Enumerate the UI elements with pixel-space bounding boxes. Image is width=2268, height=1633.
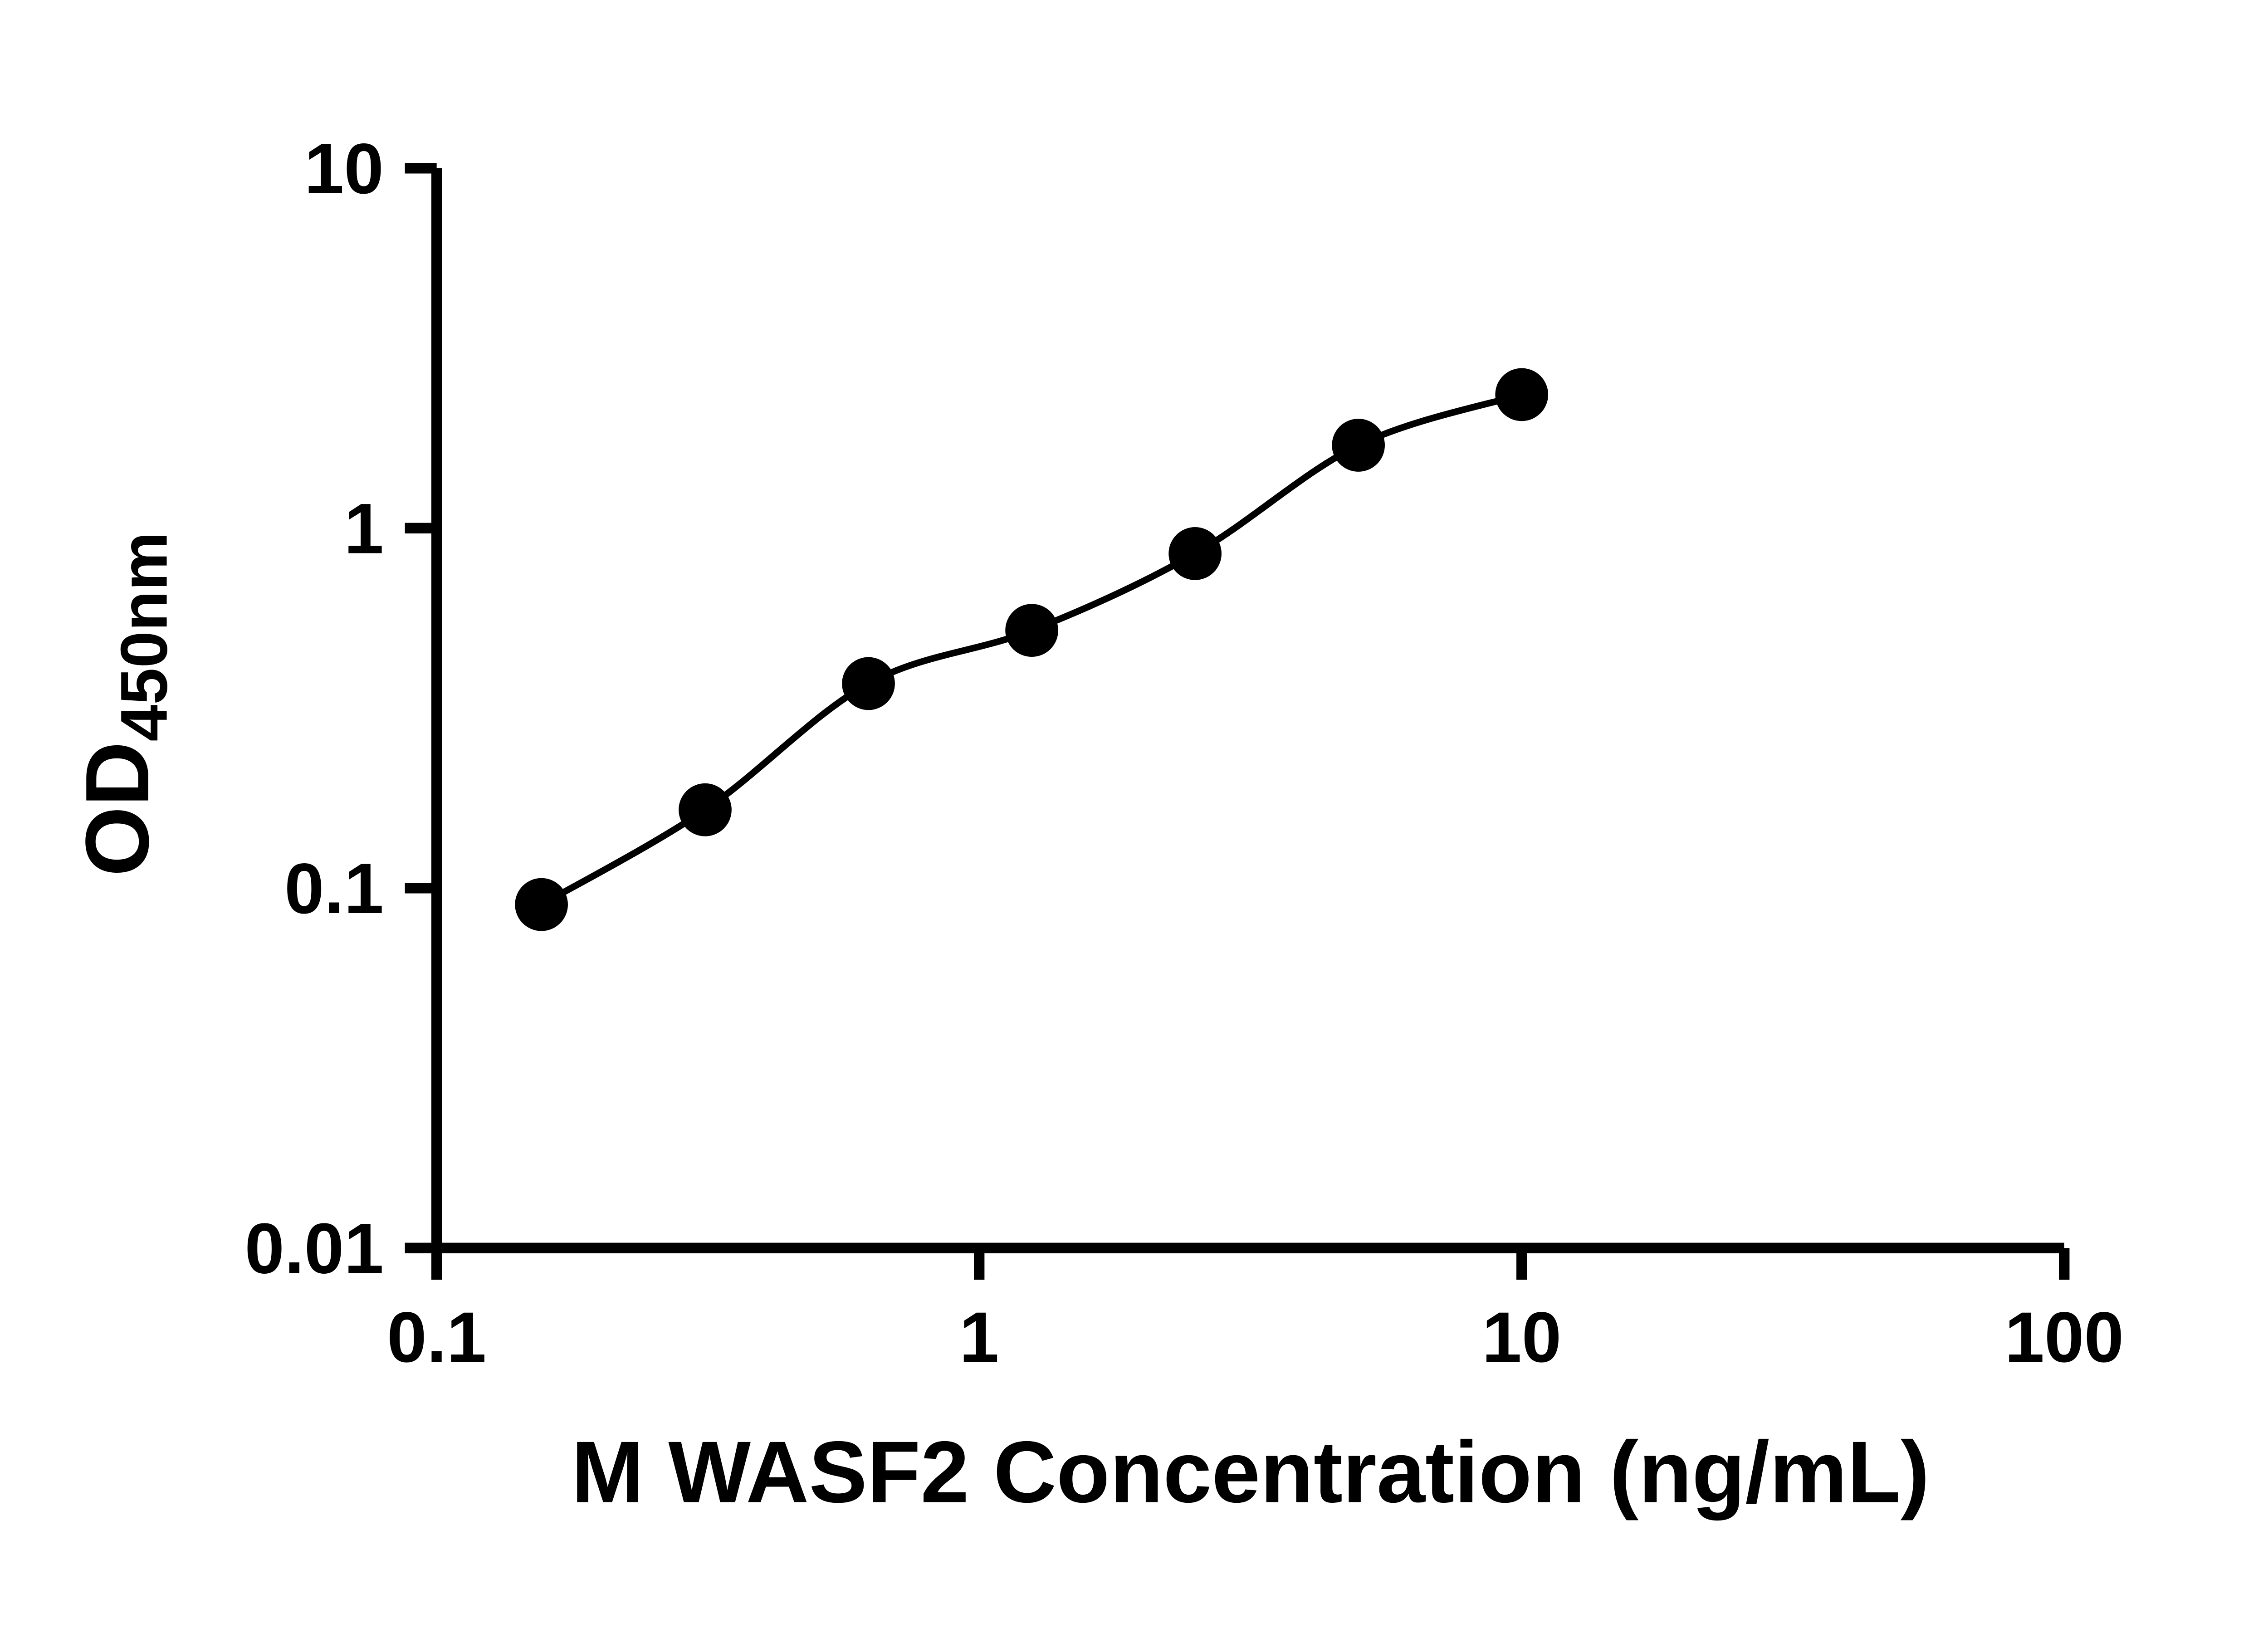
y-tick-label: 1: [344, 489, 384, 568]
x-axis-title: M WASF2 Concentration (ng/mL): [571, 1423, 1930, 1521]
data-point: [515, 878, 568, 931]
data-point: [679, 783, 732, 836]
data-point: [1495, 368, 1549, 421]
y-tick-label: 0.1: [284, 849, 384, 929]
y-tick-label: 0.01: [244, 1208, 384, 1288]
data-point: [1332, 418, 1385, 472]
x-tick-label: 10: [1482, 1297, 1561, 1377]
y-axis-title: OD450nm: [67, 532, 181, 876]
data-point: [1168, 527, 1222, 580]
x-tick-label: 100: [2004, 1297, 2124, 1377]
axis-ticks: [405, 162, 2070, 1280]
data-point: [1005, 604, 1058, 657]
axis-lines: [431, 168, 2064, 1253]
data-point: [842, 657, 895, 710]
y-tick-label: 10: [304, 129, 384, 209]
data-points: [515, 368, 1549, 931]
y-axis-title-subscript: 450nm: [107, 532, 181, 741]
x-tick-label: 0.1: [387, 1297, 486, 1377]
axes: [431, 168, 2064, 1253]
x-tick-label: 1: [959, 1297, 999, 1377]
y-axis-title-main: OD: [67, 741, 168, 876]
